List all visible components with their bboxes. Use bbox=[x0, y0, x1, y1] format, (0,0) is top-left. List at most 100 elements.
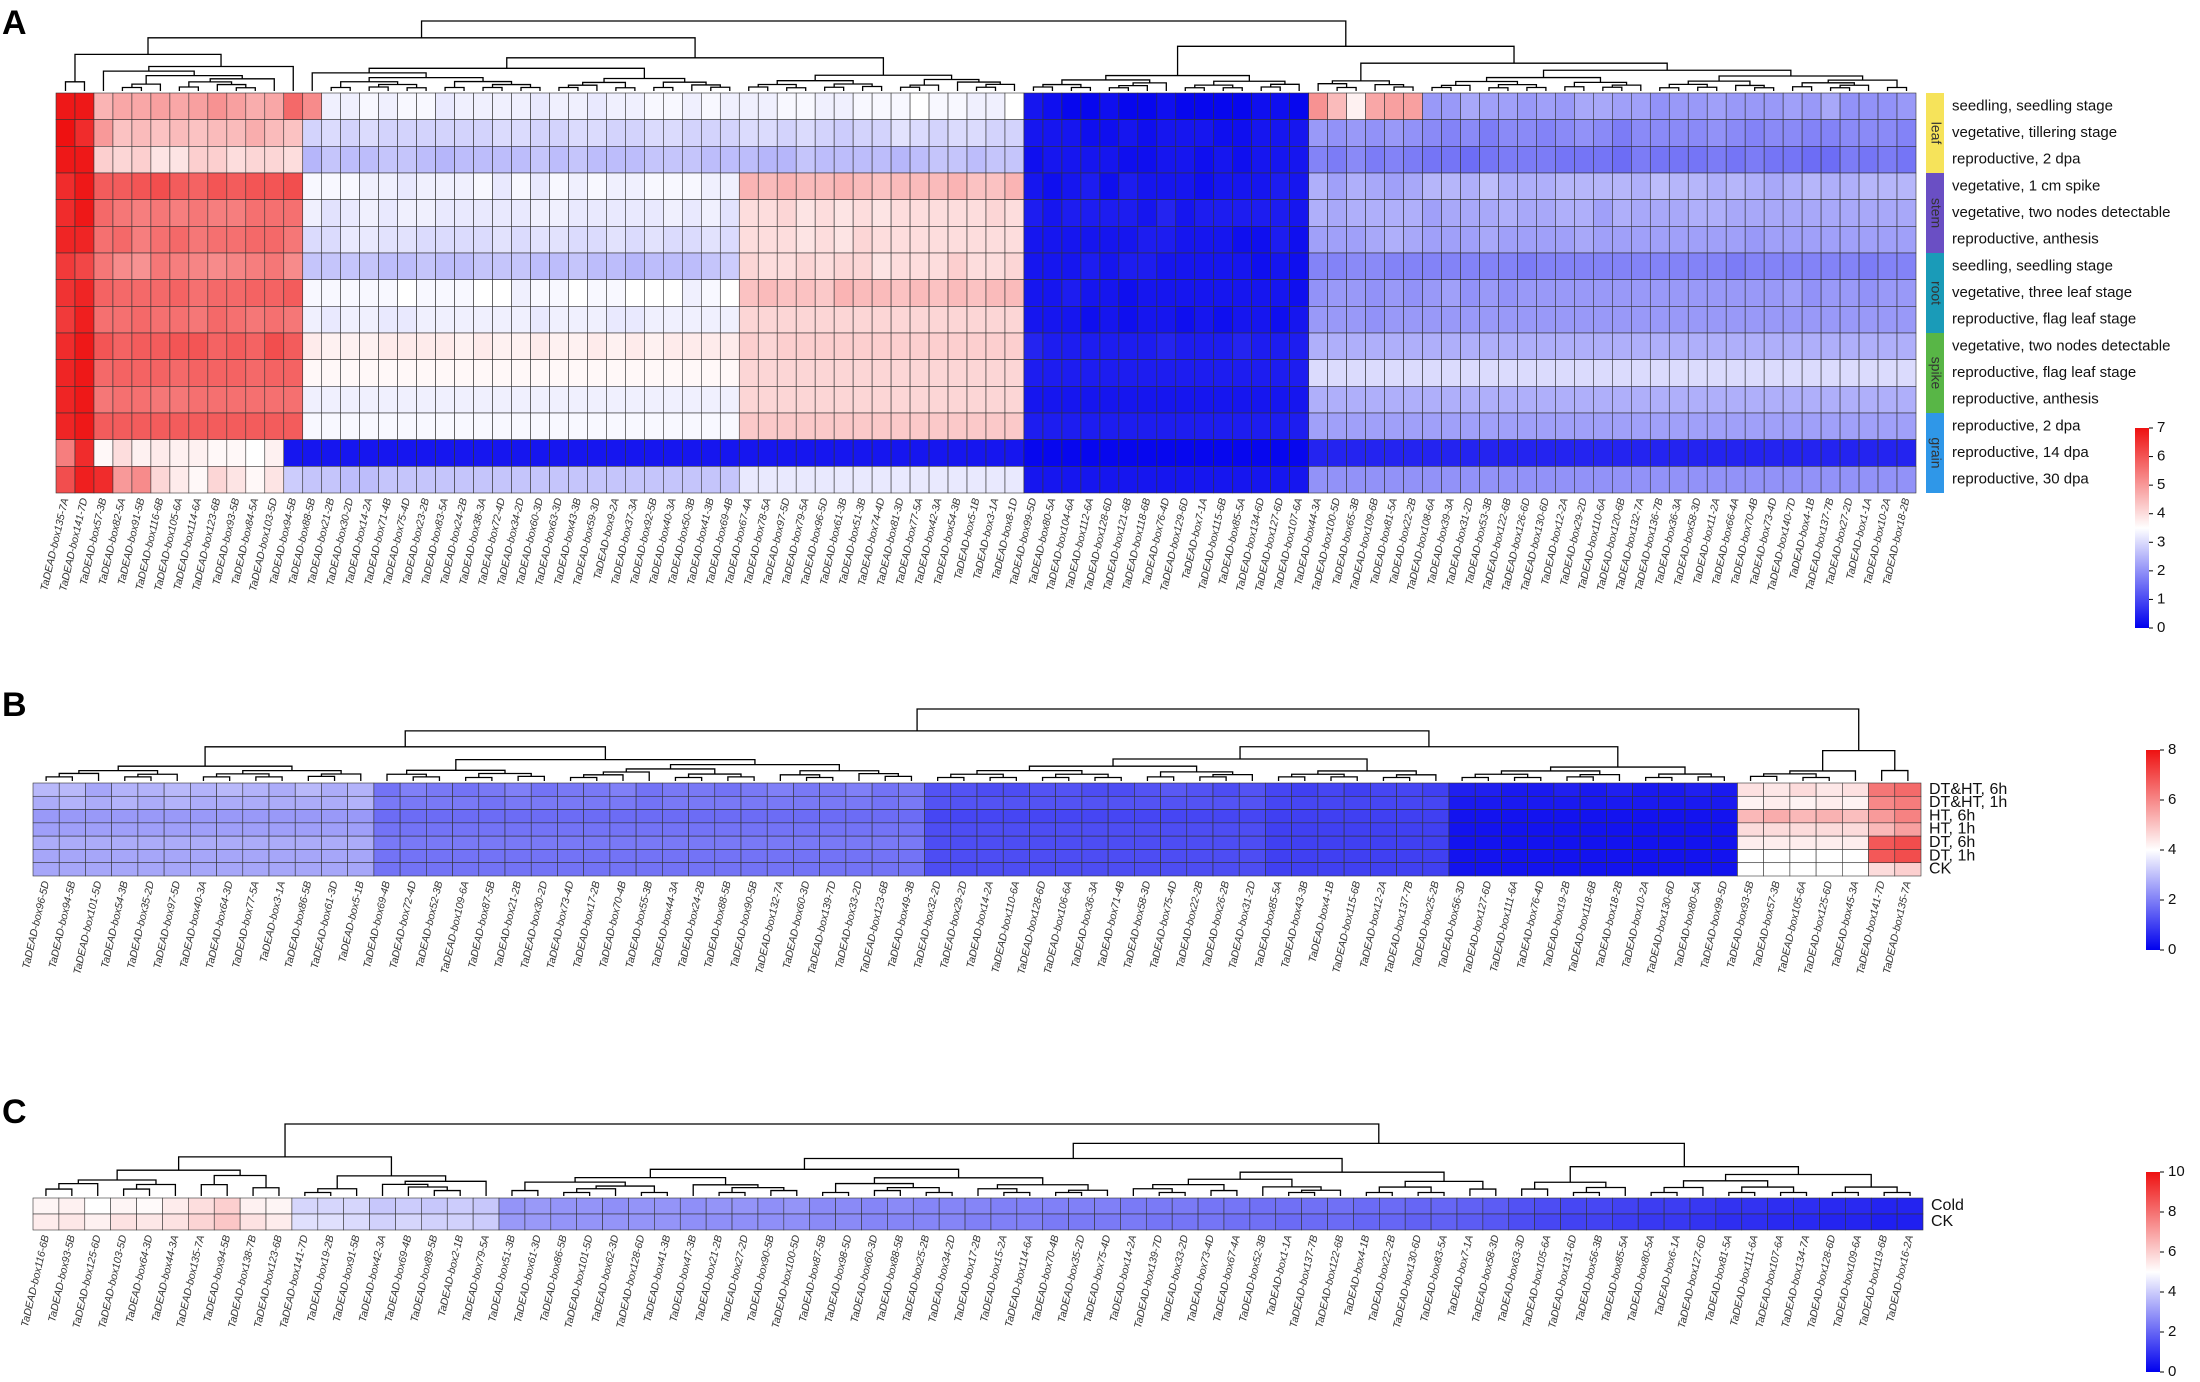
heatmap-a-cell bbox=[928, 412, 949, 440]
heatmap-b-cell bbox=[635, 849, 663, 864]
heatmap-b-cell bbox=[898, 795, 925, 810]
heatmap-b-cell bbox=[58, 835, 86, 850]
heatmap-a-cell bbox=[1137, 252, 1158, 280]
heatmap-a-cell bbox=[833, 359, 854, 387]
heatmap-a-cell bbox=[1346, 466, 1366, 494]
heatmap-a-cell bbox=[1574, 412, 1594, 440]
heatmap-a-cell bbox=[264, 466, 285, 494]
heatmap-b-cell bbox=[1737, 782, 1764, 797]
heatmap-c-dendrogram-branch bbox=[381, 1183, 429, 1196]
heatmap-c-cell bbox=[912, 1197, 940, 1215]
heatmap-a-cell bbox=[1574, 226, 1594, 254]
heatmap-a-dendrogram-branch bbox=[1176, 45, 1515, 76]
heatmap-a-cell bbox=[1706, 466, 1727, 494]
heatmap-b-cell bbox=[1710, 835, 1738, 850]
heatmap-b-column-label: TaDEAD-box57-3B bbox=[1751, 880, 1783, 969]
heatmap-b-cell bbox=[845, 822, 873, 837]
heatmap-b-cell bbox=[32, 822, 60, 837]
heatmap-a-cell bbox=[568, 359, 588, 387]
heatmap-a-cell bbox=[1346, 279, 1366, 307]
heatmap-b-column-label: TaDEAD-box30-2D bbox=[518, 880, 550, 970]
heatmap-a-cell bbox=[1517, 306, 1537, 334]
heatmap-c-cell bbox=[524, 1197, 552, 1215]
heatmap-a-cell bbox=[1631, 226, 1651, 254]
heatmap-a-cell bbox=[1536, 199, 1556, 227]
heatmap-a-cell bbox=[1080, 332, 1101, 360]
heatmap-b-cell bbox=[1160, 835, 1188, 850]
heatmap-a-cell bbox=[1004, 172, 1025, 200]
heatmap-a-cell bbox=[606, 279, 626, 307]
heatmap-a-cell bbox=[378, 226, 398, 254]
heatmap-a-row-label: reproductive, anthesis bbox=[1952, 391, 2099, 408]
heatmap-a-cell bbox=[757, 226, 778, 254]
heatmap-a-cell bbox=[719, 306, 740, 334]
heatmap-a-cell bbox=[587, 386, 607, 414]
heatmap-a-cell bbox=[1649, 466, 1670, 494]
heatmap-b-cell bbox=[1238, 835, 1266, 850]
heatmap-c-cell bbox=[1612, 1197, 1639, 1215]
heatmap-b-cell bbox=[426, 835, 453, 850]
heatmap-a-cell bbox=[340, 92, 360, 120]
heatmap-a-cell bbox=[321, 92, 341, 120]
heatmap-b-cell bbox=[1658, 835, 1686, 850]
heatmap-a-cell bbox=[188, 119, 209, 147]
heatmap-a-cell bbox=[738, 359, 759, 387]
heatmap-a-cell bbox=[1061, 226, 1082, 254]
heatmap-b-cell bbox=[530, 795, 558, 810]
heatmap-a-cell bbox=[606, 359, 626, 387]
heatmap-a-cell bbox=[587, 119, 607, 147]
heatmap-a-row-label: vegetative, two nodes detectable bbox=[1952, 337, 2170, 354]
heatmap-a-cell bbox=[435, 359, 455, 387]
heatmap-b-cell bbox=[1868, 795, 1896, 810]
heatmap-a-cell bbox=[1763, 172, 1784, 200]
heatmap-a-cell bbox=[1593, 172, 1613, 200]
heatmap-b-cell bbox=[1815, 822, 1843, 837]
heatmap-b-cell bbox=[1658, 809, 1686, 824]
heatmap-b-cell bbox=[163, 782, 191, 797]
heatmap-b-column-label: TaDEAD-box19-2B bbox=[1541, 880, 1573, 969]
heatmap-a-cell bbox=[1460, 412, 1480, 440]
heatmap-b-cell bbox=[268, 795, 296, 810]
heatmap-a-cell bbox=[1099, 359, 1120, 387]
heatmap-a-cell bbox=[1251, 439, 1271, 467]
heatmap-c-cell bbox=[1793, 1213, 1820, 1231]
heatmap-b-dendrogram-branch bbox=[1199, 776, 1227, 781]
heatmap-a-cell bbox=[1763, 92, 1784, 120]
heatmap-a-cell bbox=[1706, 119, 1727, 147]
heatmap-c-cell bbox=[446, 1197, 474, 1215]
heatmap-b-cell bbox=[1868, 849, 1896, 864]
heatmap-a-cell bbox=[776, 439, 797, 467]
heatmap-a-cell bbox=[1232, 466, 1253, 494]
heatmap-b-column-label: TaDEAD-box69-4B bbox=[361, 880, 393, 969]
heatmap-a-cell bbox=[701, 92, 721, 120]
heatmap-a-cell bbox=[966, 332, 987, 360]
heatmap-a-cell bbox=[928, 172, 949, 200]
heatmap-b-cell bbox=[1553, 809, 1581, 824]
heatmap-a-row-label: reproductive, anthesis bbox=[1952, 231, 2099, 248]
heatmap-a-cell bbox=[340, 199, 360, 227]
heatmap-a-cell bbox=[1118, 172, 1139, 200]
heatmap-c-column-label: TaDEAD-box73-4D bbox=[1185, 1234, 1217, 1324]
heatmap-a-dendrogram-branch bbox=[861, 85, 883, 91]
heatmap-a-cell bbox=[738, 146, 759, 174]
heatmap-b-cell bbox=[85, 795, 112, 810]
heatmap-a-cell bbox=[1213, 412, 1234, 440]
heatmap-a-cell bbox=[1099, 306, 1120, 334]
heatmap-a-cell bbox=[1403, 279, 1423, 307]
heatmap-c-dendrogram-branch bbox=[1288, 1191, 1316, 1196]
heatmap-b-cell bbox=[1081, 835, 1109, 850]
heatmap-b-cell bbox=[1632, 849, 1660, 864]
heatmap-a-cell bbox=[1877, 146, 1898, 174]
heatmap-a-cell bbox=[1498, 332, 1518, 360]
heatmap-a-cell bbox=[1308, 279, 1328, 307]
heatmap-a-cell bbox=[416, 306, 436, 334]
heatmap-a-cell bbox=[1289, 119, 1309, 147]
colorbar-tick-label: 1 bbox=[2157, 590, 2165, 607]
heatmap-a-cell bbox=[928, 279, 949, 307]
heatmap-a-cell bbox=[1858, 92, 1879, 120]
heatmap-b-cell bbox=[1632, 809, 1660, 824]
heatmap-b-column-label: TaDEAD-box21-2B bbox=[492, 880, 524, 969]
heatmap-b-cell bbox=[163, 862, 191, 877]
heatmap-a-cell bbox=[1308, 92, 1328, 120]
heatmap-c-column-label: TaDEAD-box4-1B bbox=[1342, 1234, 1372, 1318]
